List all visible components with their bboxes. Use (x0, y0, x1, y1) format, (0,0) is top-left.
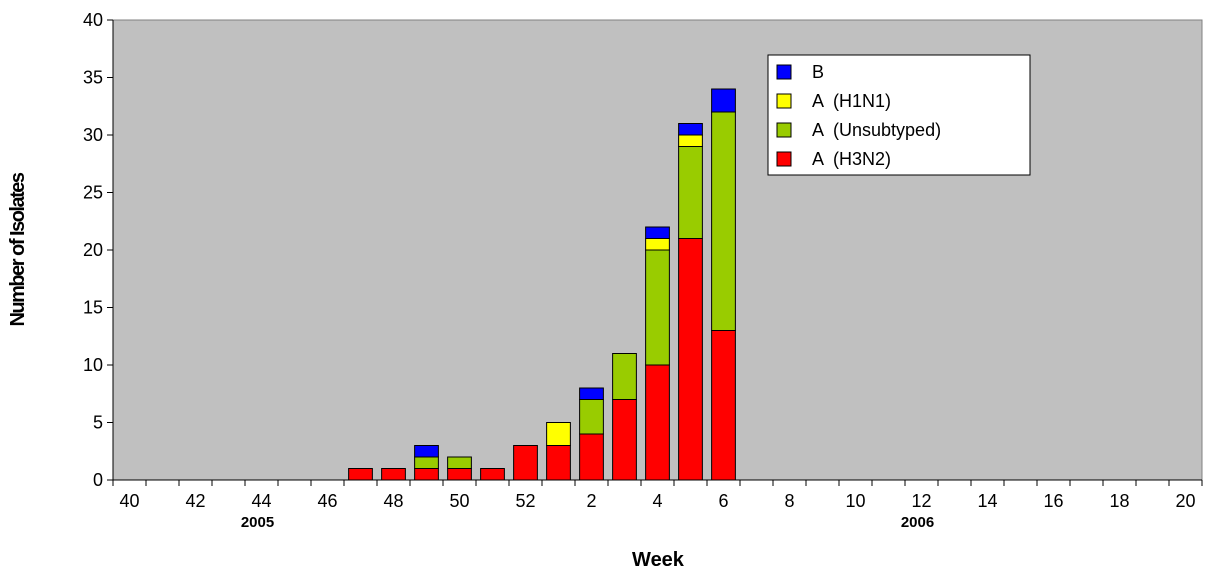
x-tick-label: 52 (515, 491, 535, 511)
bar-segment (480, 468, 505, 481)
x-tick-label: 16 (1043, 491, 1063, 511)
bar-segment (447, 456, 472, 469)
y-axis-title: Number of Isolates (7, 172, 29, 326)
y-axis: 0 5 10 15 20 25 30 35 40 (83, 10, 114, 490)
legend-swatch (776, 151, 792, 167)
bar-segment (447, 468, 472, 481)
x-tick-label: 10 (845, 491, 865, 511)
bars-group (348, 88, 736, 481)
bar-segment (711, 330, 736, 481)
legend-entry: A (Unsubtyped) (812, 120, 941, 140)
x-tick-label: 46 (317, 491, 337, 511)
y-tick-label: 10 (83, 355, 103, 375)
legend-entry: B (812, 62, 824, 82)
bar-segment (348, 468, 373, 481)
y-tick-label: 30 (83, 125, 103, 145)
bar-segment (513, 445, 538, 481)
x-tick-label: 20 (1175, 491, 1195, 511)
bar-segment (711, 88, 736, 113)
x-tick-label: 6 (718, 491, 728, 511)
bar-segment (711, 111, 736, 331)
bar-segment (612, 399, 637, 481)
x-tick-label: 48 (383, 491, 403, 511)
legend: B A (H1N1) A (Unsubtyped) A (H3N2) (767, 54, 1031, 176)
legend-swatch (776, 64, 792, 80)
bar-segment (678, 238, 703, 481)
bar-segment (579, 387, 604, 400)
bar-segment (678, 123, 703, 136)
legend-swatch (776, 93, 792, 109)
y-tick-label: 35 (83, 68, 103, 88)
y-tick-label: 15 (83, 298, 103, 318)
legend-box (767, 54, 1031, 176)
legend-entry: A (H1N1) (812, 91, 891, 111)
x-tick-label: 18 (1109, 491, 1129, 511)
bar-segment (678, 134, 703, 147)
bar-segment (645, 238, 670, 251)
year-label: 2006 (901, 514, 934, 531)
legend-entry: A (H3N2) (812, 149, 891, 169)
x-axis-title: Week (632, 549, 685, 571)
x-tick-label: 40 (119, 491, 139, 511)
x-tick-label: 4 (652, 491, 662, 511)
bar-segment (579, 399, 604, 435)
y-tick-label: 25 (83, 183, 103, 203)
y-tick-label: 20 (83, 240, 103, 260)
bar-segment (645, 364, 670, 481)
y-tick-label: 0 (93, 470, 103, 490)
y-tick-label: 40 (83, 10, 103, 30)
x-tick-label: 2 (586, 491, 596, 511)
x-tick-label: 42 (185, 491, 205, 511)
legend-swatch (776, 122, 792, 138)
bar-segment (414, 445, 439, 458)
x-tick-label: 44 (251, 491, 271, 511)
x-tick-label: 12 (911, 491, 931, 511)
bar-segment (645, 249, 670, 366)
bar-segment (678, 146, 703, 239)
x-tick-label: 14 (977, 491, 997, 511)
x-tick-label: 50 (449, 491, 469, 511)
bar-segment (381, 468, 406, 481)
year-label: 2005 (241, 514, 274, 531)
bar-segment (414, 456, 439, 469)
bar-segment (546, 422, 571, 446)
bar-segment (414, 468, 439, 481)
bar-segment (546, 445, 571, 481)
bar-segment (612, 353, 637, 400)
bar-segment (579, 433, 604, 481)
x-tick-label: 8 (784, 491, 794, 511)
y-tick-label: 5 (93, 413, 103, 433)
bar-segment (645, 226, 670, 239)
